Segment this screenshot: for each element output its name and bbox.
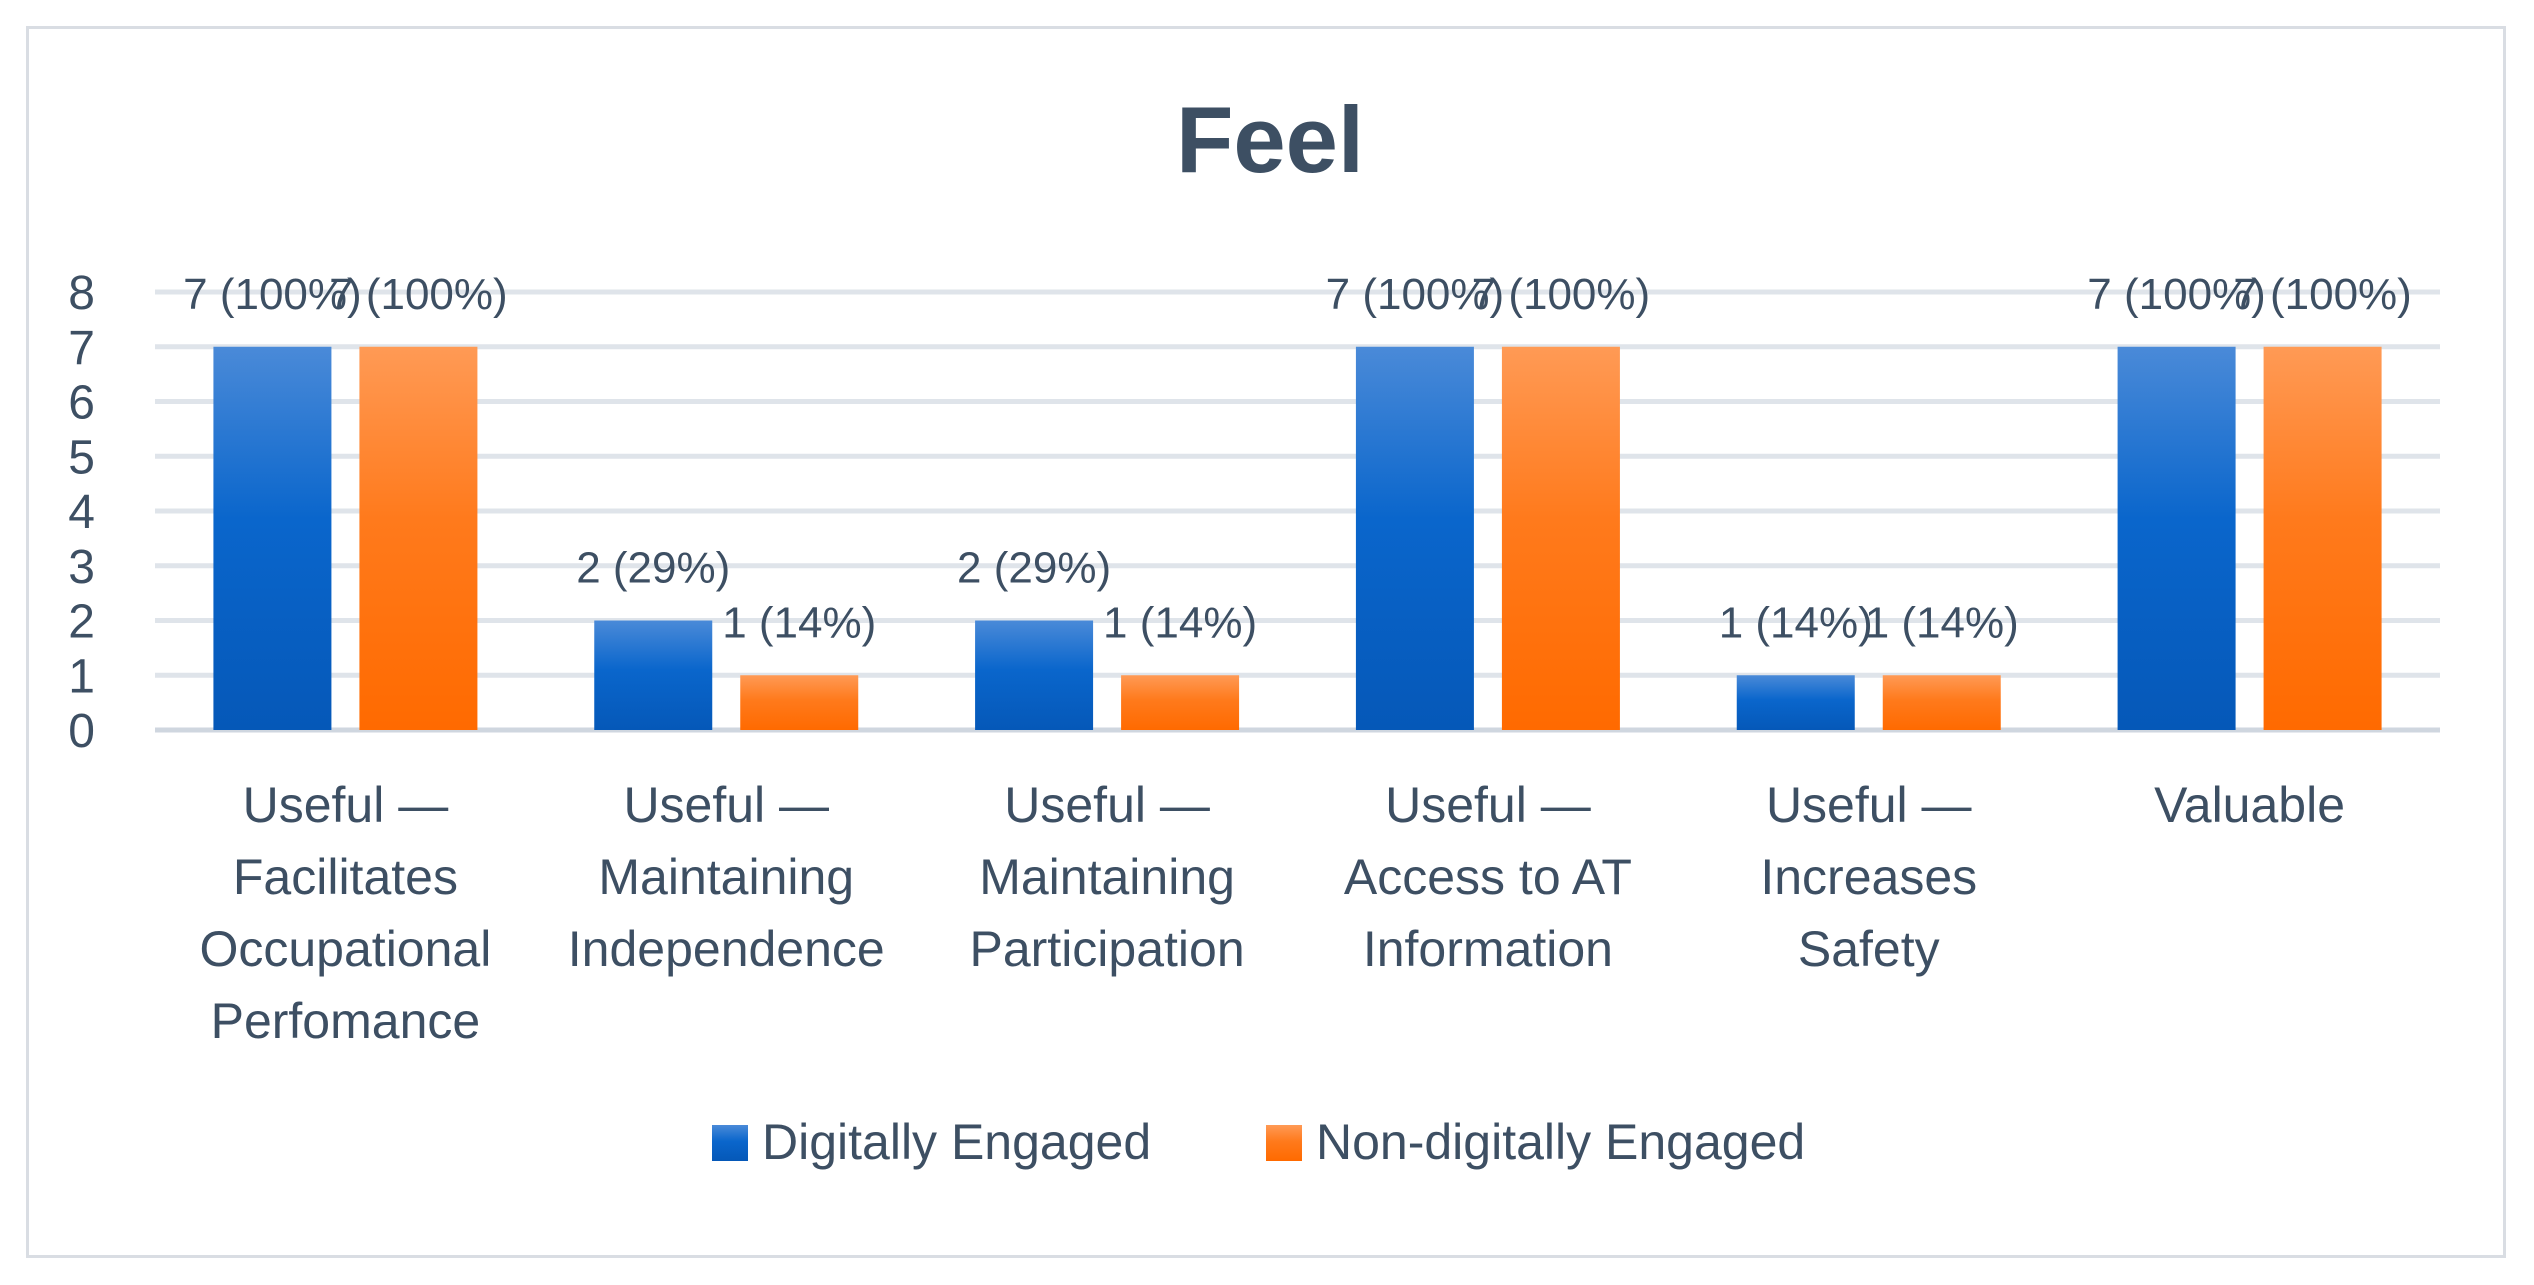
bar-non-digitally-engaged bbox=[1501, 346, 1620, 730]
legend-swatch bbox=[712, 1125, 748, 1161]
y-tick-label: 8 bbox=[68, 267, 95, 320]
y-tick-label: 2 bbox=[68, 596, 95, 649]
bar-digitally-engaged bbox=[2117, 346, 2236, 730]
data-label: 1 (14%) bbox=[1865, 598, 2019, 647]
data-label: 7 (100%) bbox=[1326, 270, 1505, 319]
x-category-label: Information bbox=[1363, 921, 1613, 977]
x-category-label: Independence bbox=[568, 921, 885, 977]
x-category-label: Useful — bbox=[623, 777, 829, 833]
bar-digitally-engaged bbox=[975, 620, 1094, 730]
data-label: 7 (100%) bbox=[2087, 270, 2266, 319]
bar-digitally-engaged bbox=[594, 620, 713, 730]
bar-digitally-engaged bbox=[213, 346, 332, 730]
bar-non-digitally-engaged bbox=[1882, 675, 2001, 730]
legend-label: Digitally Engaged bbox=[762, 1114, 1151, 1170]
x-category-label: Increases bbox=[1760, 849, 1977, 905]
x-axis-categories: Useful — Facilitates Occupational Perfomanc… bbox=[199, 777, 2345, 1049]
legend-swatch bbox=[1266, 1125, 1302, 1161]
x-category-label: Access to AT bbox=[1344, 849, 1632, 905]
data-label: 7 (100%) bbox=[1472, 270, 1651, 319]
data-label: 2 (29%) bbox=[576, 544, 730, 593]
chart-title: Feel bbox=[1176, 87, 1364, 192]
bar-non-digitally-engaged bbox=[1121, 675, 1240, 730]
y-tick-label: 4 bbox=[68, 486, 95, 539]
y-tick-label: 1 bbox=[68, 650, 95, 703]
x-category-label: Useful — bbox=[1004, 777, 1210, 833]
x-category-label: Participation bbox=[970, 921, 1245, 977]
bars bbox=[213, 346, 2382, 730]
gridlines bbox=[155, 289, 2440, 733]
x-category-label: Occupational bbox=[199, 921, 491, 977]
x-category-label: Maintaining bbox=[598, 849, 854, 905]
x-category-label: Valuable bbox=[2154, 777, 2345, 833]
y-tick-label: 0 bbox=[68, 705, 95, 758]
y-tick-label: 7 bbox=[68, 322, 95, 375]
legend: Digitally Engaged Non-digitally Engaged bbox=[712, 1114, 1805, 1170]
x-category-label: Safety bbox=[1798, 921, 1940, 977]
x-category-label: Useful — bbox=[1385, 777, 1591, 833]
data-label: 7 (100%) bbox=[183, 270, 362, 319]
bar-digitally-engaged bbox=[1736, 675, 1855, 730]
y-tick-label: 5 bbox=[68, 431, 95, 484]
data-label: 7 (100%) bbox=[2233, 270, 2412, 319]
x-category-label: Useful — bbox=[243, 777, 449, 833]
data-label: 2 (29%) bbox=[957, 544, 1111, 593]
bar-non-digitally-engaged bbox=[2263, 346, 2382, 730]
x-category-label: Perfomance bbox=[211, 993, 481, 1049]
y-tick-label: 3 bbox=[68, 541, 95, 594]
data-label: 1 (14%) bbox=[1103, 598, 1257, 647]
x-category-label: Useful — bbox=[1766, 777, 1972, 833]
data-label: 1 (14%) bbox=[1719, 598, 1873, 647]
x-category-label: Maintaining bbox=[979, 849, 1235, 905]
data-label: 7 (100%) bbox=[329, 270, 508, 319]
data-label: 1 (14%) bbox=[722, 598, 876, 647]
data-labels: 7 (100%)7 (100%)2 (29%)1 (14%)2 (29%)1 (… bbox=[183, 270, 2412, 648]
bar-non-digitally-engaged bbox=[359, 346, 478, 730]
x-category-label: Facilitates bbox=[233, 849, 458, 905]
bar-non-digitally-engaged bbox=[740, 675, 859, 730]
bar-digitally-engaged bbox=[1355, 346, 1474, 730]
y-tick-label: 6 bbox=[68, 377, 95, 430]
legend-label: Non-digitally Engaged bbox=[1316, 1114, 1805, 1170]
